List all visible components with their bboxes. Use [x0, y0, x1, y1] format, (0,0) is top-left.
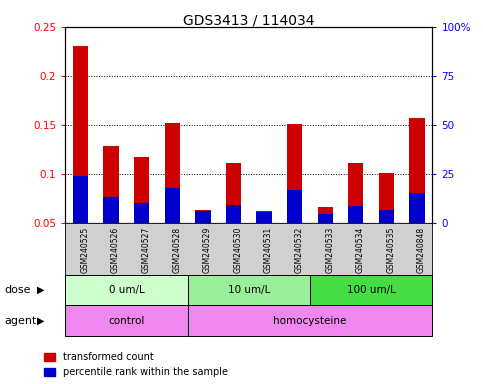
Bar	[195, 211, 211, 223]
Bar	[134, 157, 149, 223]
Text: GSM240535: GSM240535	[386, 227, 396, 273]
Bar	[318, 214, 333, 223]
Bar	[379, 173, 394, 223]
Text: GSM240533: GSM240533	[325, 227, 334, 273]
Text: GSM240527: GSM240527	[142, 227, 151, 273]
Text: GDS3413 / 114034: GDS3413 / 114034	[183, 13, 314, 27]
Text: GSM240526: GSM240526	[111, 227, 120, 273]
Legend: transformed count, percentile rank within the sample: transformed count, percentile rank withi…	[43, 353, 228, 377]
Bar	[256, 211, 272, 223]
Text: 100 um/L: 100 um/L	[347, 285, 396, 295]
Text: GSM240530: GSM240530	[233, 227, 242, 273]
Text: GSM240529: GSM240529	[203, 227, 212, 273]
Bar	[318, 207, 333, 223]
Text: GSM240528: GSM240528	[172, 227, 181, 273]
Bar	[103, 146, 119, 223]
Bar	[165, 123, 180, 223]
Bar	[195, 210, 211, 223]
Bar	[379, 210, 394, 223]
Bar	[103, 197, 119, 223]
Bar	[410, 194, 425, 223]
Text: dose: dose	[5, 285, 31, 295]
Text: ▶: ▶	[37, 285, 45, 295]
Bar	[256, 212, 272, 223]
Text: ▶: ▶	[37, 316, 45, 326]
Bar	[73, 176, 88, 223]
Bar	[65, 275, 187, 305]
Text: GSM240848: GSM240848	[417, 227, 426, 273]
Text: 0 um/L: 0 um/L	[109, 285, 144, 295]
Bar	[226, 205, 241, 223]
Bar	[310, 275, 432, 305]
Bar	[165, 189, 180, 223]
Text: GSM240531: GSM240531	[264, 227, 273, 273]
Bar	[65, 305, 187, 336]
Bar	[348, 163, 364, 223]
Bar	[287, 124, 302, 223]
Text: 10 um/L: 10 um/L	[227, 285, 270, 295]
Bar	[187, 275, 310, 305]
Bar	[187, 305, 432, 336]
Bar	[348, 206, 364, 223]
Bar	[226, 163, 241, 223]
Text: GSM240525: GSM240525	[81, 227, 89, 273]
Text: control: control	[108, 316, 144, 326]
Text: GSM240534: GSM240534	[356, 227, 365, 273]
Bar	[73, 46, 88, 223]
Bar	[287, 190, 302, 223]
Bar	[134, 203, 149, 223]
Bar	[410, 118, 425, 223]
Text: homocysteine: homocysteine	[273, 316, 347, 326]
Text: GSM240532: GSM240532	[295, 227, 304, 273]
Text: agent: agent	[5, 316, 37, 326]
